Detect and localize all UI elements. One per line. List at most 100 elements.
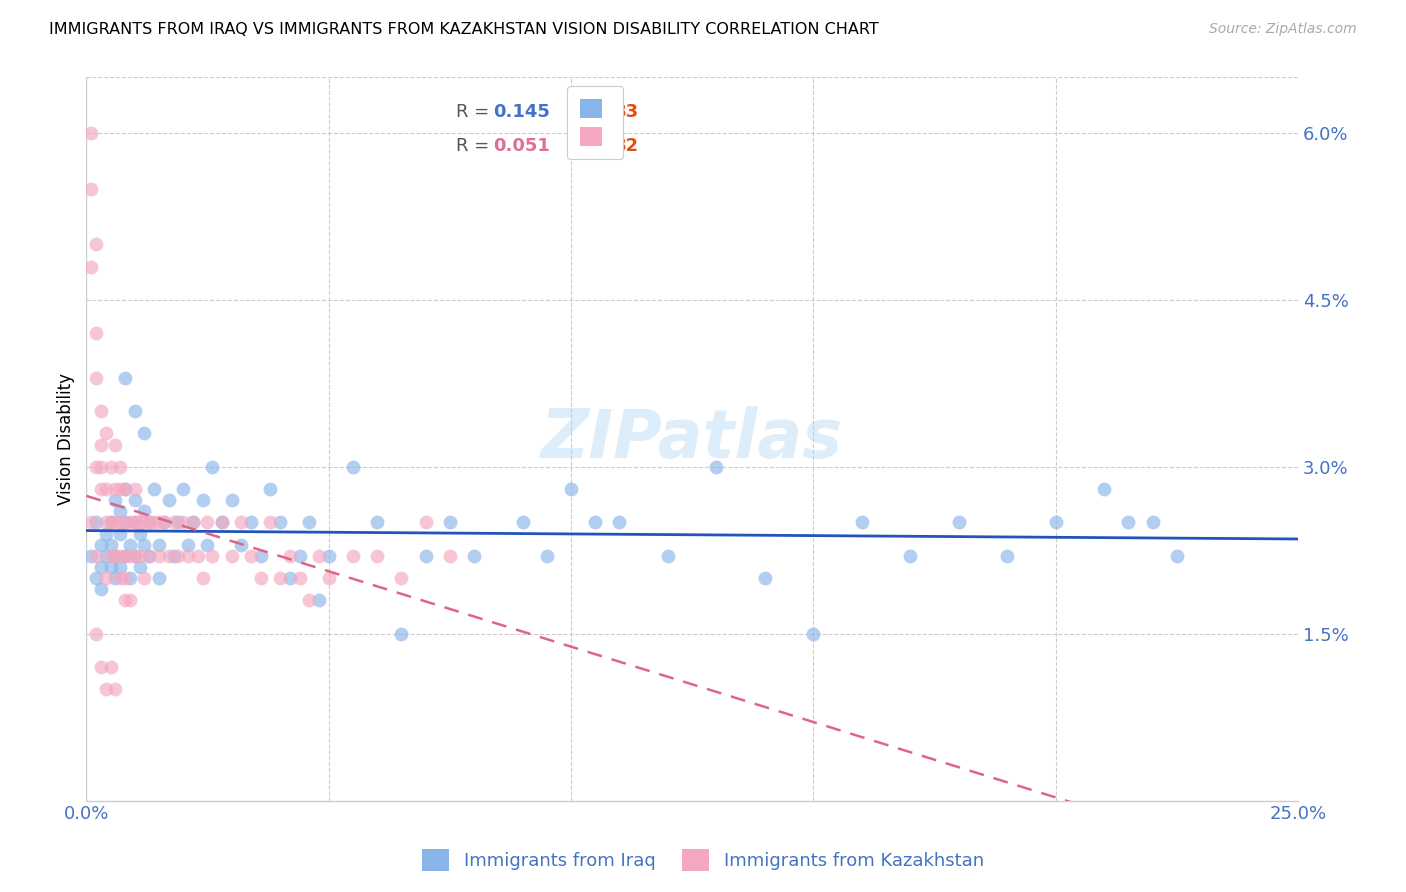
Point xyxy=(298,516,321,530)
Point xyxy=(90,482,112,496)
Point xyxy=(114,516,136,530)
Point xyxy=(221,493,243,508)
Point xyxy=(114,482,136,496)
Point xyxy=(318,549,340,563)
Point xyxy=(94,516,117,530)
Point xyxy=(80,182,103,196)
Point xyxy=(84,549,107,563)
Point xyxy=(948,516,970,530)
Point xyxy=(94,549,117,563)
Point xyxy=(134,504,156,518)
Point xyxy=(157,493,180,508)
Point xyxy=(114,482,136,496)
Point xyxy=(104,682,127,697)
Point xyxy=(308,593,330,607)
Point xyxy=(138,549,160,563)
Point xyxy=(187,549,209,563)
Point xyxy=(153,516,176,530)
Point xyxy=(231,516,253,530)
Text: IMMIGRANTS FROM IRAQ VS IMMIGRANTS FROM KAZAKHSTAN VISION DISABILITY CORRELATION: IMMIGRANTS FROM IRAQ VS IMMIGRANTS FROM … xyxy=(49,22,879,37)
Point xyxy=(94,526,117,541)
Text: 83: 83 xyxy=(613,103,638,121)
Point xyxy=(100,516,122,530)
Point xyxy=(389,626,412,640)
Text: N =: N = xyxy=(561,137,613,155)
Point xyxy=(100,459,122,474)
Text: 0.051: 0.051 xyxy=(494,137,550,155)
Point xyxy=(240,516,263,530)
Point xyxy=(138,516,160,530)
Point xyxy=(439,549,461,563)
Point xyxy=(134,538,156,552)
Point xyxy=(100,560,122,574)
Point xyxy=(134,571,156,585)
Point xyxy=(110,459,132,474)
Text: N =: N = xyxy=(561,103,613,121)
Text: 0.145: 0.145 xyxy=(494,103,550,121)
Text: ZIPatlas: ZIPatlas xyxy=(541,406,844,472)
Point xyxy=(1142,516,1164,530)
Point xyxy=(110,482,132,496)
Y-axis label: Vision Disability: Vision Disability xyxy=(58,373,75,505)
Point xyxy=(143,516,166,530)
Point xyxy=(1118,516,1140,530)
Point xyxy=(415,549,437,563)
Point xyxy=(162,516,184,530)
Point xyxy=(80,516,103,530)
Text: R =: R = xyxy=(456,103,495,121)
Point xyxy=(898,549,921,563)
Point xyxy=(90,437,112,451)
Point xyxy=(191,493,214,508)
Point xyxy=(124,493,146,508)
Point xyxy=(90,404,112,418)
Point xyxy=(269,571,291,585)
Point xyxy=(308,549,330,563)
Point xyxy=(240,549,263,563)
Point xyxy=(124,516,146,530)
Point xyxy=(583,516,606,530)
Point xyxy=(153,516,176,530)
Point xyxy=(211,516,233,530)
Point xyxy=(94,571,117,585)
Point xyxy=(124,549,146,563)
Point xyxy=(84,516,107,530)
Point xyxy=(259,482,281,496)
Point xyxy=(90,538,112,552)
Point xyxy=(231,538,253,552)
Point xyxy=(197,538,219,552)
Point xyxy=(118,571,141,585)
Point xyxy=(172,482,194,496)
Point xyxy=(167,516,190,530)
Point xyxy=(181,516,204,530)
Point xyxy=(463,549,485,563)
Point xyxy=(114,593,136,607)
Point xyxy=(80,126,103,140)
Point xyxy=(1045,516,1067,530)
Point xyxy=(94,682,117,697)
Point xyxy=(118,538,141,552)
Point xyxy=(191,571,214,585)
Point xyxy=(80,549,103,563)
Point xyxy=(80,260,103,274)
Point xyxy=(84,326,107,341)
Point xyxy=(104,549,127,563)
Point xyxy=(366,516,388,530)
Point xyxy=(288,571,311,585)
Point xyxy=(94,426,117,441)
Point xyxy=(104,571,127,585)
Point xyxy=(104,549,127,563)
Point xyxy=(114,516,136,530)
Point xyxy=(801,626,824,640)
Point xyxy=(1166,549,1188,563)
Point xyxy=(124,549,146,563)
Point xyxy=(177,538,200,552)
Point xyxy=(84,626,107,640)
Point xyxy=(104,437,127,451)
Point xyxy=(90,560,112,574)
Point xyxy=(278,549,301,563)
Point xyxy=(148,549,170,563)
Point xyxy=(288,549,311,563)
Point xyxy=(197,516,219,530)
Point xyxy=(128,549,150,563)
Point xyxy=(201,549,224,563)
